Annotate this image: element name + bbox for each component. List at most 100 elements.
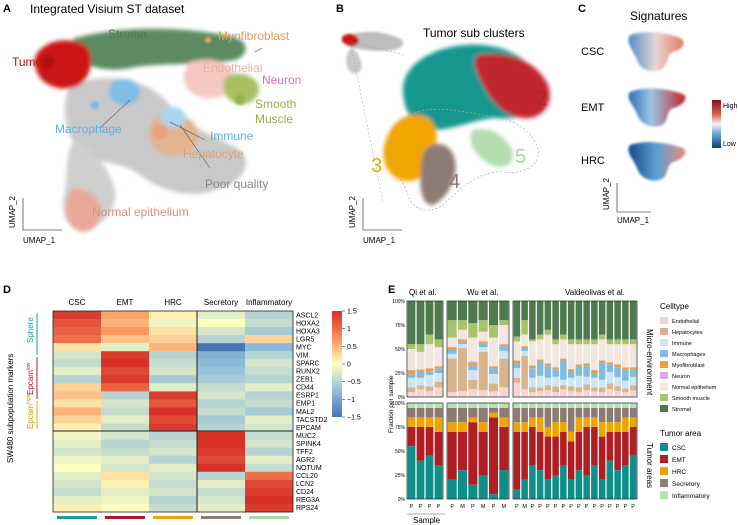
- tumor-area-bar-segment: [499, 403, 509, 408]
- sample-label: P: [492, 504, 496, 510]
- tumor-area-bar-segment: [499, 470, 509, 499]
- label-hepatocyte: Hepatocyte: [183, 147, 244, 161]
- micro-env-bar-segment: [606, 389, 614, 397]
- micro-env-bar-segment: [560, 358, 567, 361]
- heatmap-cell: [245, 447, 293, 457]
- micro-env-bar-segment: [567, 372, 575, 378]
- micro-env-bar-segment: [425, 344, 434, 369]
- micro-env-bar-segment: [468, 337, 478, 362]
- celltype-swatch: [660, 361, 668, 368]
- tumor-area-bar-segment: [560, 407, 567, 423]
- heatmap-cell: [53, 431, 101, 440]
- tumor-area-bar-segment: [622, 407, 629, 418]
- heatmap-cell: [197, 343, 245, 352]
- micro-env-bar-segment: [499, 325, 509, 345]
- tumor-area-bar-segment: [529, 465, 536, 499]
- heatmap-cell: [101, 375, 149, 384]
- tumor-area-bar-segment: [407, 407, 416, 418]
- heatmap-cell: [101, 487, 149, 497]
- tumor-area-bar-segment: [447, 407, 457, 423]
- tumor-area-bar-segment: [575, 431, 583, 471]
- group-sphere: Sphere: [26, 317, 35, 343]
- micro-env-bar-segment: [447, 337, 457, 348]
- tumor-area-bar-segment: [567, 441, 575, 480]
- micro-env-bar-segment: [614, 301, 621, 340]
- micro-env-bar-segment: [544, 390, 552, 397]
- tumor-area-bar-segment: [614, 422, 621, 432]
- micro-env-bar-segment: [521, 320, 528, 335]
- gene-label: EMP1: [296, 401, 315, 408]
- heatmap-cell: [197, 487, 245, 497]
- heatmap-cell: [245, 455, 293, 465]
- micro-env-bar-segment: [629, 339, 637, 345]
- micro-env-bar-segment: [478, 351, 488, 391]
- heatmap-cell: [101, 311, 149, 320]
- tumor-area-bar-segment: [529, 427, 536, 466]
- micro-env-bar-segment: [416, 344, 425, 352]
- tumor-area-bar-segment: [567, 479, 575, 499]
- micro-env-bar-segment: [468, 365, 478, 371]
- micro-env-bar-segment: [529, 377, 536, 388]
- heatmap-cell: [197, 495, 245, 505]
- micro-env-bar-segment: [521, 334, 528, 347]
- heatmap-cell: [53, 439, 101, 448]
- micro-env-bar-segment: [425, 391, 434, 397]
- umap-b-xlabel: UMAP_1: [363, 236, 396, 245]
- micro-env-bar-segment: [416, 370, 425, 373]
- micro-env-bar-segment: [478, 341, 488, 344]
- group-epcam-high: Epcam: [26, 404, 35, 429]
- micro-env-bar-segment: [434, 301, 443, 340]
- micro-env-bar-segment: [622, 339, 629, 345]
- micro-env-bar-segment: [583, 344, 590, 364]
- heatmap-cell: [245, 391, 293, 400]
- heatmap-cell: [245, 383, 293, 392]
- tumor-area-bar-segment: [478, 431, 488, 475]
- micro-env-bar-segment: [468, 361, 478, 363]
- micro-env-bar-segment: [513, 336, 521, 342]
- tumor-area-bar-segment: [544, 407, 552, 427]
- heatmap-cell: [197, 351, 245, 360]
- sig-legend-high: High: [723, 103, 738, 110]
- heatmap-cell: [149, 407, 197, 416]
- gene-label: ESRP1: [296, 393, 319, 400]
- tumor-area-bar-segment: [457, 422, 468, 432]
- label-immune: Immune: [210, 129, 254, 143]
- tumor-area-bar-segment: [488, 417, 499, 495]
- ytick-bottom: 50%: [395, 449, 406, 455]
- heatmap-cell: [149, 503, 197, 513]
- micro-env-bar-segment: [407, 392, 416, 397]
- heatmap-column-label: EMT: [117, 298, 134, 307]
- micro-env-bar-segment: [606, 383, 614, 390]
- micro-env-bar-segment: [416, 385, 425, 390]
- celltype-swatch: [660, 394, 668, 401]
- heatmap-cell: [245, 415, 293, 424]
- tumor-area-bar-segment: [529, 407, 536, 418]
- tumor-area-bar-segment: [536, 403, 544, 408]
- heatmap-cell: [197, 463, 245, 473]
- micro-env-bar-segment: [447, 347, 457, 349]
- sig-legend-low: Low: [723, 141, 737, 148]
- heatmap-cell: [149, 487, 197, 497]
- mini-umap: [341, 31, 404, 74]
- micro-env-bar-segment: [457, 329, 468, 340]
- micro-env-bar-segment: [468, 370, 478, 380]
- tumor-area-bar-segment: [478, 407, 488, 423]
- gene-label: TFF2: [296, 449, 313, 456]
- heatmap-cell: [53, 383, 101, 392]
- heatmap-cell: [149, 471, 197, 481]
- tumor-area-bar-segment: [614, 470, 621, 499]
- heatmap-cell: [53, 447, 101, 457]
- celltype-label: Immune: [672, 341, 692, 347]
- panel-c-letter: C: [578, 3, 586, 15]
- micro-env-bar-segment: [629, 367, 637, 370]
- micro-env-bar-segment: [478, 347, 488, 352]
- sample-label: P: [631, 504, 635, 510]
- micro-env-bar-segment: [499, 346, 509, 351]
- panel-a-letter: A: [3, 3, 11, 15]
- sig-umap-emt: [628, 88, 686, 127]
- tumor-area-bar-segment: [434, 465, 443, 499]
- label-stroma: Stroma: [108, 27, 147, 41]
- study-frame-top: [406, 300, 444, 398]
- micro-env-bar-segment: [457, 339, 468, 342]
- heatmap-cell: [245, 327, 293, 336]
